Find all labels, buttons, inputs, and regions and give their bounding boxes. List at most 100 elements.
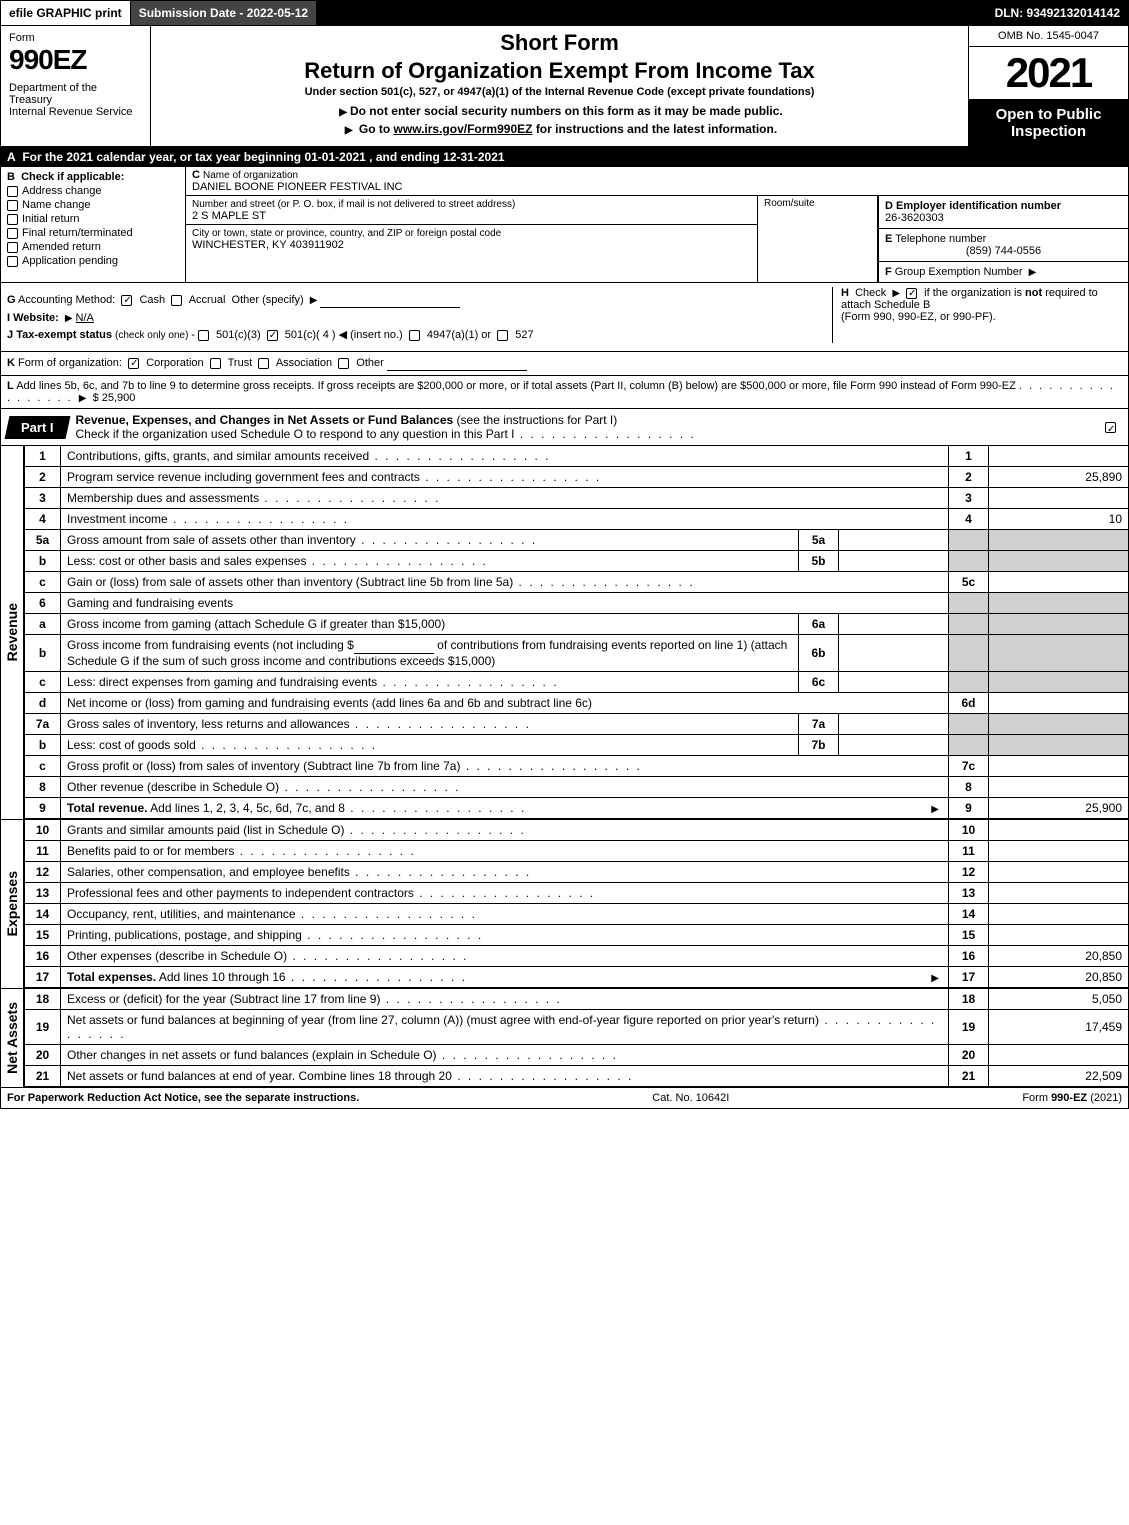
b-header: Check if applicable: xyxy=(21,171,124,183)
checkbox-icon[interactable] xyxy=(198,330,209,341)
efile-label[interactable]: efile GRAPHIC print xyxy=(1,1,131,25)
g-other-input[interactable] xyxy=(320,293,460,308)
line-12: 12Salaries, other compensation, and empl… xyxy=(25,862,1129,883)
line-14: 14Occupancy, rent, utilities, and mainte… xyxy=(25,904,1129,925)
g-other: Other (specify) xyxy=(232,294,304,306)
line-13: 13Professional fees and other payments t… xyxy=(25,883,1129,904)
expenses-section: Expenses 10Grants and similar amounts pa… xyxy=(0,820,1129,989)
short-form-title: Short Form xyxy=(163,30,956,56)
revenue-table: 1Contributions, gifts, grants, and simil… xyxy=(24,446,1129,819)
line-6d: dNet income or (loss) from gaming and fu… xyxy=(25,693,1129,714)
checkbox-icon[interactable] xyxy=(497,330,508,341)
row-k: K Form of organization: Corporation Trus… xyxy=(0,352,1129,376)
checkbox-icon[interactable] xyxy=(7,186,18,197)
form-header: Form 990EZ Department of the Treasury In… xyxy=(0,26,1129,147)
line-15: 15Printing, publications, postage, and s… xyxy=(25,925,1129,946)
line-18: 18Excess or (deficit) for the year (Subt… xyxy=(25,989,1129,1010)
checkbox-icon[interactable] xyxy=(128,358,139,369)
b-opt-2: Initial return xyxy=(22,213,79,225)
room-suite: Room/suite xyxy=(758,196,878,282)
expenses-table: 10Grants and similar amounts paid (list … xyxy=(24,820,1129,988)
top-bar: efile GRAPHIC print Submission Date - 20… xyxy=(0,0,1129,26)
check-accrual-icon[interactable] xyxy=(171,295,182,306)
row-a-text: For the 2021 calendar year, or tax year … xyxy=(22,150,504,164)
part1-tab: Part I xyxy=(5,416,70,439)
check-application-pending[interactable]: Application pending xyxy=(7,255,179,267)
goto-pre: Go to xyxy=(359,122,394,136)
k-corp: Corporation xyxy=(146,357,203,369)
part1-header: Part I Revenue, Expenses, and Changes in… xyxy=(0,409,1129,446)
checkbox-icon[interactable] xyxy=(1105,422,1116,433)
line-5c: cGain or (loss) from sale of assets othe… xyxy=(25,572,1129,593)
group-exemption-label: Group Exemption Number xyxy=(895,266,1023,278)
h-checkbox-icon[interactable] xyxy=(906,288,917,299)
line-17: 17Total expenses. Add lines 10 through 1… xyxy=(25,967,1129,988)
c-name-label: Name of organization xyxy=(203,170,298,181)
line-9: 9Total revenue. Add lines 1, 2, 3, 4, 5c… xyxy=(25,798,1129,819)
checkbox-icon[interactable] xyxy=(7,242,18,253)
tax-year: 2021 xyxy=(969,47,1128,100)
j-527: 527 xyxy=(515,329,533,341)
line-19: 19Net assets or fund balances at beginni… xyxy=(25,1010,1129,1045)
j-note: (check only one) xyxy=(115,330,191,341)
check-amended-return[interactable]: Amended return xyxy=(7,241,179,253)
goto-link[interactable]: www.irs.gov/Form990EZ xyxy=(394,122,533,136)
tel-value: (859) 744-0556 xyxy=(885,245,1122,257)
netassets-vtab: Net Assets xyxy=(0,989,24,1087)
header-center: Short Form Return of Organization Exempt… xyxy=(151,26,968,146)
part1-title-note: (see the instructions for Part I) xyxy=(457,413,618,427)
section-ghij: G Accounting Method: Cash Accrual Other … xyxy=(0,283,1129,352)
expenses-label: Expenses xyxy=(4,871,20,936)
ein-label: Employer identification number xyxy=(896,200,1061,212)
checkbox-icon[interactable] xyxy=(258,358,269,369)
g-label: Accounting Method: xyxy=(18,294,115,306)
k-assoc: Association xyxy=(276,357,332,369)
checkbox-icon[interactable] xyxy=(7,200,18,211)
revenue-section: Revenue 1Contributions, gifts, grants, a… xyxy=(0,446,1129,820)
checkbox-icon[interactable] xyxy=(7,214,18,225)
check-address-change[interactable]: Address change xyxy=(7,185,179,197)
line-5b: bLess: cost or other basis and sales exp… xyxy=(25,551,1129,572)
checkbox-icon[interactable] xyxy=(7,256,18,267)
street-label: Number and street (or P. O. box, if mail… xyxy=(192,199,515,210)
website-value: N/A xyxy=(76,312,94,324)
page-footer: For Paperwork Reduction Act Notice, see … xyxy=(0,1088,1129,1109)
city-label: City or town, state or province, country… xyxy=(192,228,501,239)
line-7b: bLess: cost of goods sold7b xyxy=(25,735,1129,756)
checkbox-icon[interactable] xyxy=(409,330,420,341)
revenue-vtab: Revenue xyxy=(0,446,24,819)
check-name-change[interactable]: Name change xyxy=(7,199,179,211)
l-amount: $ 25,900 xyxy=(93,392,136,404)
line6b-input[interactable] xyxy=(354,639,434,654)
row-a-tax-year: A For the 2021 calendar year, or tax yea… xyxy=(0,147,1129,167)
h-text1: Check xyxy=(855,287,886,299)
check-cash-icon[interactable] xyxy=(121,295,132,306)
checkbox-icon[interactable] xyxy=(338,358,349,369)
line-2: 2Program service revenue including gover… xyxy=(25,467,1129,488)
b-opt-3: Final return/terminated xyxy=(22,227,133,239)
do-not-note: Do not enter social security numbers on … xyxy=(163,104,956,118)
netassets-section: Net Assets 18Excess or (deficit) for the… xyxy=(0,989,1129,1088)
check-final-return[interactable]: Final return/terminated xyxy=(7,227,179,239)
g-accrual: Accrual xyxy=(189,294,226,306)
line-7a: 7aGross sales of inventory, less returns… xyxy=(25,714,1129,735)
line-6: 6Gaming and fundraising events xyxy=(25,593,1129,614)
line-7c: cGross profit or (loss) from sales of in… xyxy=(25,756,1129,777)
line-6a: aGross income from gaming (attach Schedu… xyxy=(25,614,1129,635)
b-opt-4: Amended return xyxy=(22,241,101,253)
checkbox-icon[interactable] xyxy=(210,358,221,369)
omb-number: OMB No. 1545-0047 xyxy=(969,26,1128,47)
l-text: Add lines 5b, 6c, and 7b to line 9 to de… xyxy=(16,380,1016,392)
header-left: Form 990EZ Department of the Treasury In… xyxy=(1,26,151,146)
k-other-input[interactable] xyxy=(387,356,527,371)
line-3: 3Membership dues and assessments3 xyxy=(25,488,1129,509)
h-box: H Check if the organization is not requi… xyxy=(832,287,1122,343)
footer-center: Cat. No. 10642I xyxy=(652,1092,729,1104)
netassets-label: Net Assets xyxy=(4,1002,20,1074)
j-501c3: 501(c)(3) xyxy=(216,329,261,341)
part1-title-text: Revenue, Expenses, and Changes in Net As… xyxy=(76,413,454,427)
checkbox-icon[interactable] xyxy=(267,330,278,341)
check-initial-return[interactable]: Initial return xyxy=(7,213,179,225)
checkbox-icon[interactable] xyxy=(7,228,18,239)
j-4947: 4947(a)(1) or xyxy=(427,329,491,341)
